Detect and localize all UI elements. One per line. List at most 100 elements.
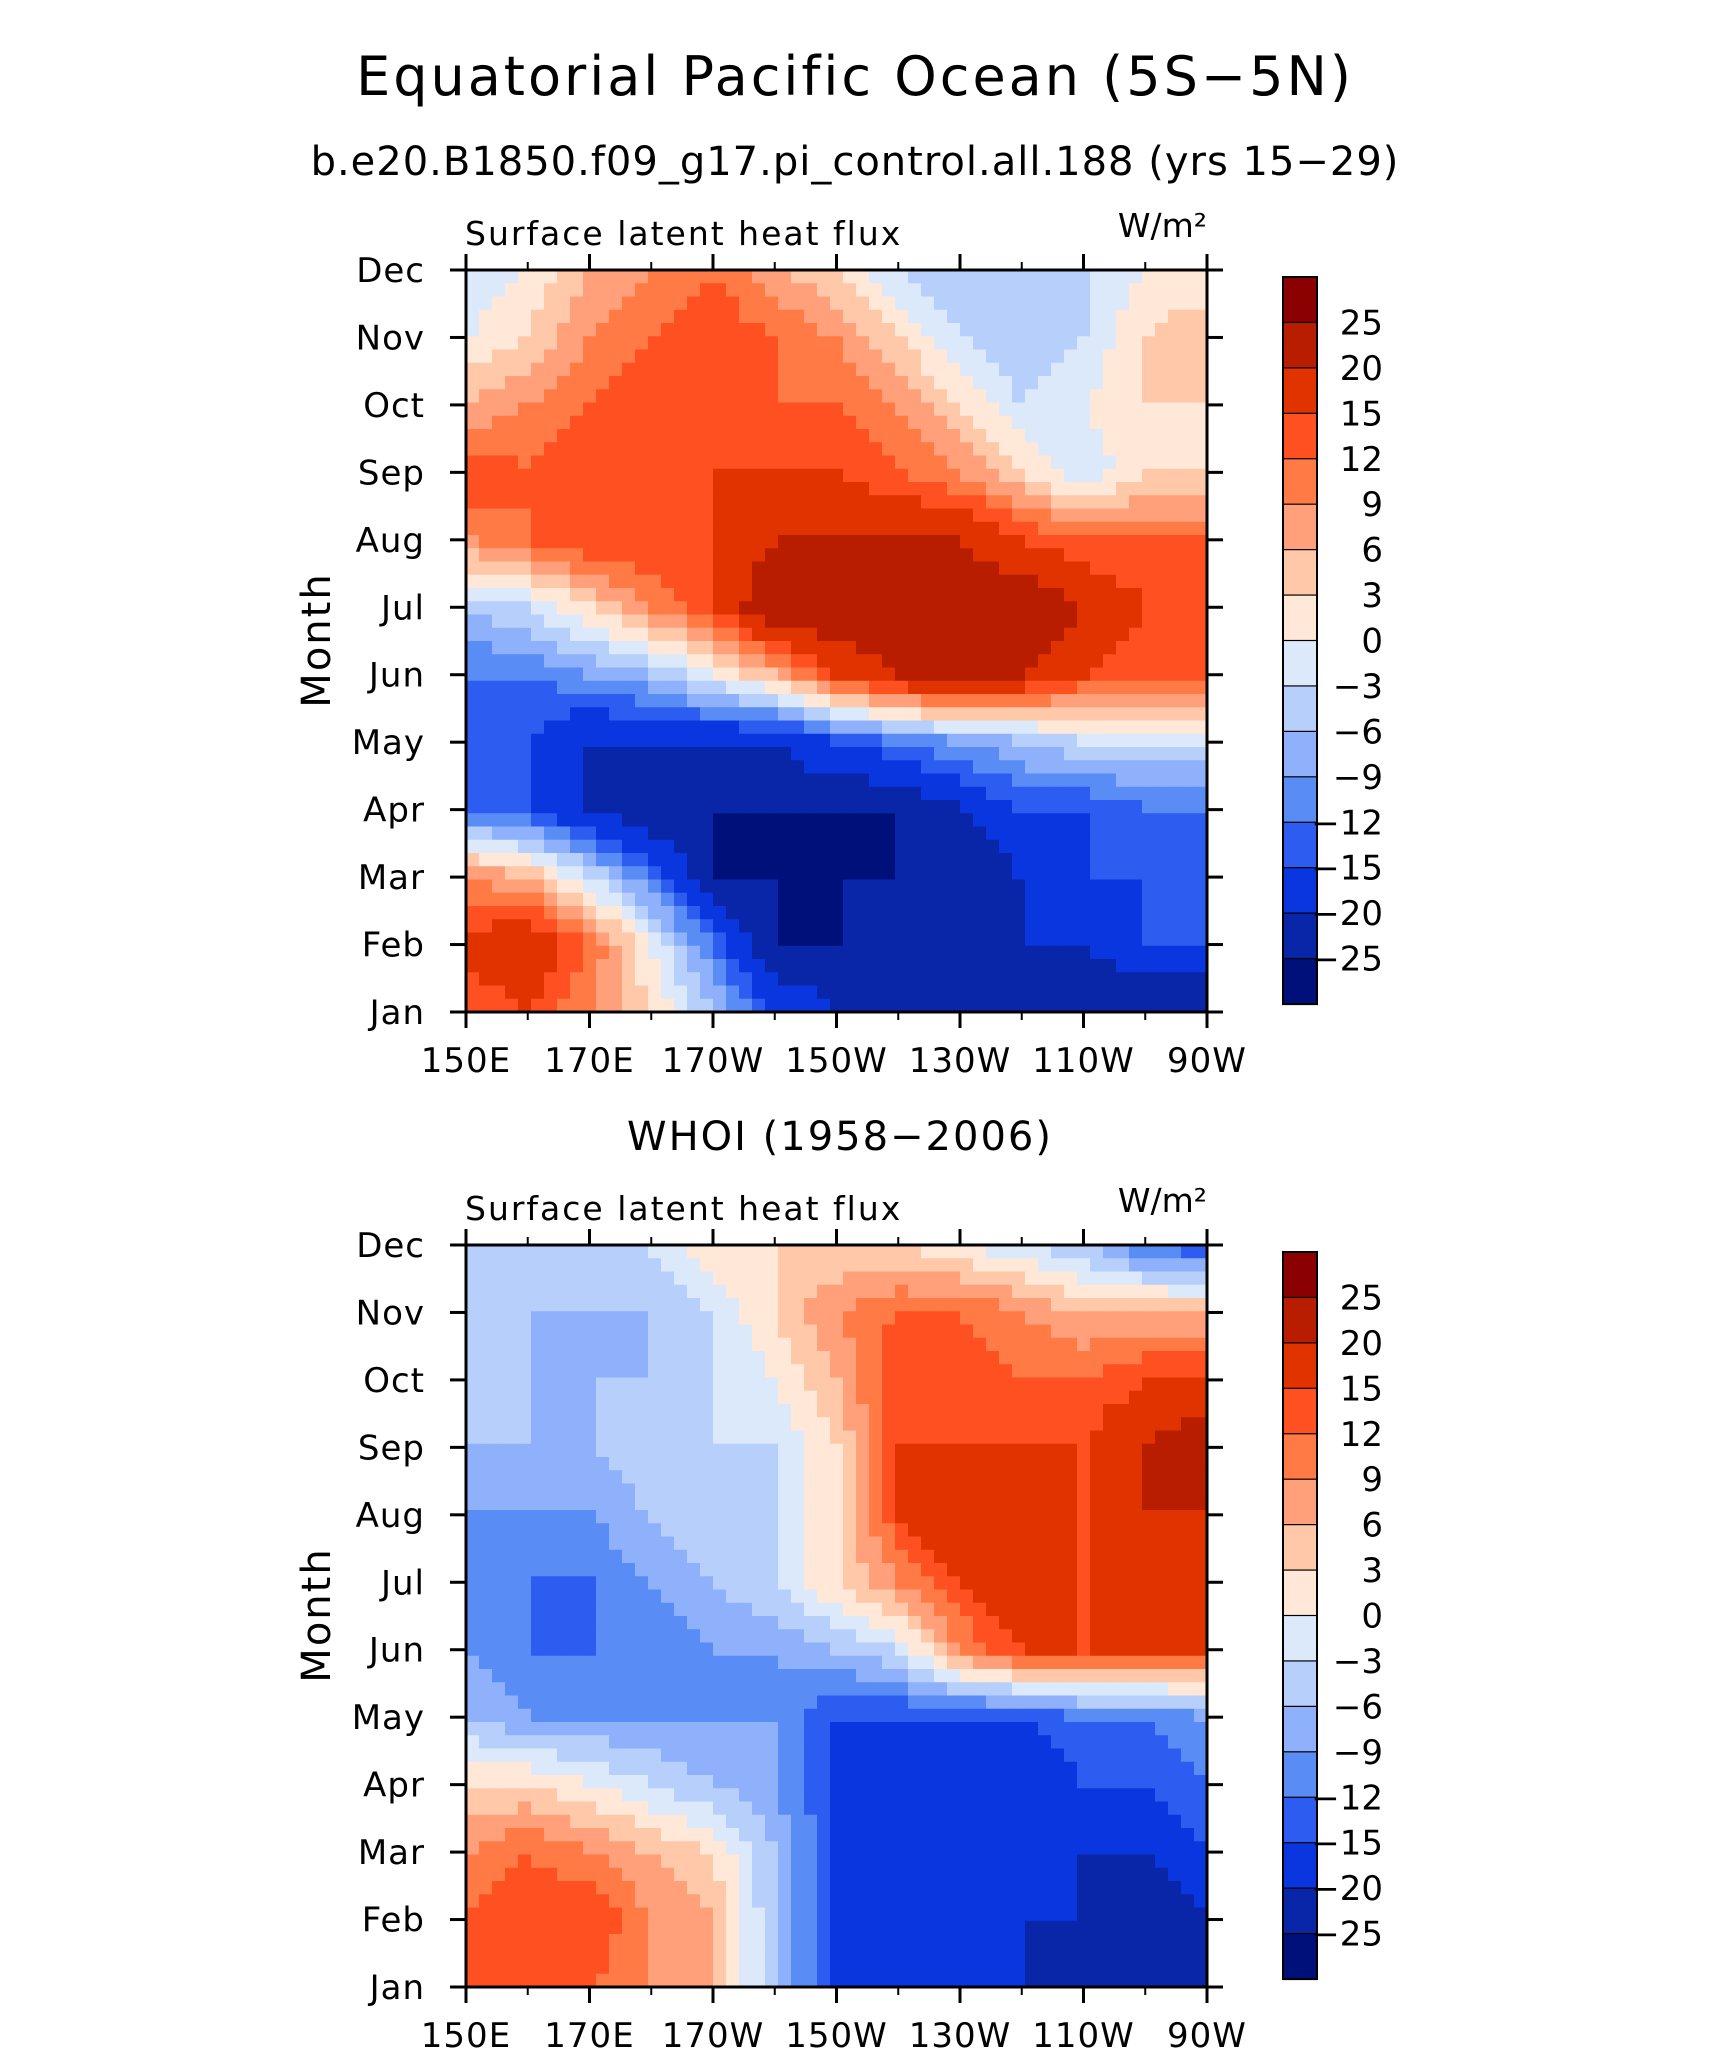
- heatmap-cell: [986, 1324, 1000, 1339]
- heatmap-cell: [973, 800, 987, 814]
- heatmap-cell: [843, 270, 857, 284]
- heatmap-cell: [505, 1616, 519, 1630]
- heatmap-cell: [843, 1483, 857, 1498]
- heatmap-cell: [1155, 548, 1169, 563]
- heatmap-cell: [1051, 323, 1065, 337]
- longitude-label: 110W: [1032, 1041, 1135, 1081]
- heatmap-cell: [882, 667, 896, 682]
- heatmap-cell: [531, 482, 545, 496]
- heatmap-cell: [1194, 574, 1207, 589]
- heatmap-cell: [895, 309, 909, 324]
- heatmap-cell: [700, 1404, 714, 1418]
- heatmap-cell: [882, 747, 896, 761]
- heatmap-cell: [752, 1457, 766, 1471]
- heatmap-cell: [791, 680, 805, 695]
- heatmap-cell: [934, 1496, 948, 1511]
- heatmap-cell: [687, 336, 701, 351]
- heatmap-cell: [999, 1311, 1013, 1326]
- heatmap-cell: [1181, 1245, 1195, 1259]
- heatmap-cell: [1181, 972, 1195, 987]
- heatmap-cell: [1142, 667, 1156, 682]
- heatmap-cell: [492, 1443, 506, 1458]
- heatmap-cell: [583, 1602, 597, 1617]
- heatmap-cell: [726, 389, 740, 404]
- heatmap-cell: [947, 1245, 961, 1259]
- heatmap-cell: [817, 945, 831, 960]
- heatmap-cell: [570, 1364, 584, 1379]
- heatmap-cell: [947, 1536, 961, 1551]
- heatmap-cell: [544, 1510, 558, 1524]
- heatmap-cell: [609, 415, 623, 430]
- heatmap-cell: [505, 376, 519, 390]
- heatmap-cell: [622, 415, 636, 430]
- heatmap-cell: [947, 455, 961, 470]
- heatmap-cell: [713, 1602, 727, 1617]
- heatmap-cell: [895, 866, 909, 881]
- heatmap-cell: [1168, 919, 1182, 934]
- heatmap-cell: [479, 336, 493, 351]
- heatmap-cell: [1129, 349, 1143, 364]
- heatmap-cell: [1103, 1523, 1117, 1538]
- heatmap-cell: [804, 296, 818, 311]
- heatmap-cell: [830, 296, 844, 311]
- heatmap-cell: [843, 998, 857, 1012]
- heatmap-cell: [1116, 415, 1130, 430]
- heatmap-cell: [544, 1589, 558, 1604]
- heatmap-cell: [648, 985, 662, 1000]
- heatmap-cell: [739, 1589, 753, 1604]
- heatmap-cell: [1168, 1430, 1182, 1445]
- heatmap-cell: [466, 1483, 480, 1498]
- heatmap-cell: [648, 588, 662, 602]
- heatmap-cell: [1077, 1404, 1091, 1418]
- heatmap-cell: [609, 1430, 623, 1445]
- heatmap-cell: [661, 323, 675, 337]
- heatmap-cell: [1103, 336, 1117, 351]
- heatmap-cell: [999, 468, 1013, 483]
- heatmap-cell: [973, 574, 987, 589]
- heatmap-cell: [791, 482, 805, 496]
- heatmap-cell: [674, 786, 688, 801]
- heatmap-cell: [947, 508, 961, 523]
- heatmap-cell: [674, 760, 688, 775]
- heatmap-cell: [583, 773, 597, 788]
- heatmap-cell: [1038, 1563, 1052, 1577]
- heatmap-cell: [1103, 1404, 1117, 1418]
- heatmap-cell: [1064, 707, 1078, 722]
- heatmap-cell: [752, 1536, 766, 1551]
- heatmap-cell: [1012, 1417, 1026, 1432]
- heatmap-cell: [557, 508, 571, 523]
- heatmap-cell: [531, 906, 545, 920]
- heatmap-cell: [596, 945, 610, 960]
- heatmap-cell: [856, 1602, 870, 1617]
- heatmap-cell: [765, 349, 779, 364]
- heatmap-cell: [791, 336, 805, 351]
- heatmap-cell: [544, 349, 558, 364]
- heatmap-cell: [713, 1563, 727, 1577]
- heatmap-cell: [947, 521, 961, 536]
- heatmap-cell: [973, 1457, 987, 1471]
- heatmap-cell: [1129, 1443, 1143, 1458]
- heatmap-cell: [1038, 1298, 1052, 1312]
- heatmap-cell: [973, 588, 987, 602]
- heatmap-cell: [778, 402, 792, 417]
- month-label: Mar: [358, 858, 425, 898]
- heatmap-cell: [609, 1496, 623, 1511]
- heatmap-cell: [1116, 720, 1130, 735]
- heatmap-cell: [895, 892, 909, 907]
- heatmap-cell: [713, 1284, 727, 1299]
- heatmap-cell: [1181, 1563, 1195, 1577]
- heatmap-cell: [830, 932, 844, 947]
- heatmap-cell: [1116, 495, 1130, 510]
- heatmap-cell: [908, 495, 922, 510]
- heatmap-cell: [739, 1602, 753, 1617]
- heatmap-cell: [674, 588, 688, 602]
- heatmap-cell: [843, 720, 857, 735]
- heatmap-cell: [1155, 972, 1169, 987]
- heatmap-cell: [843, 1417, 857, 1432]
- heatmap-cell: [726, 959, 740, 973]
- heatmap-cell: [791, 283, 805, 298]
- heatmap-cell: [739, 601, 753, 616]
- heatmap-cell: [1064, 1470, 1078, 1485]
- heatmap-cell: [479, 760, 493, 775]
- heatmap-cell: [479, 561, 493, 576]
